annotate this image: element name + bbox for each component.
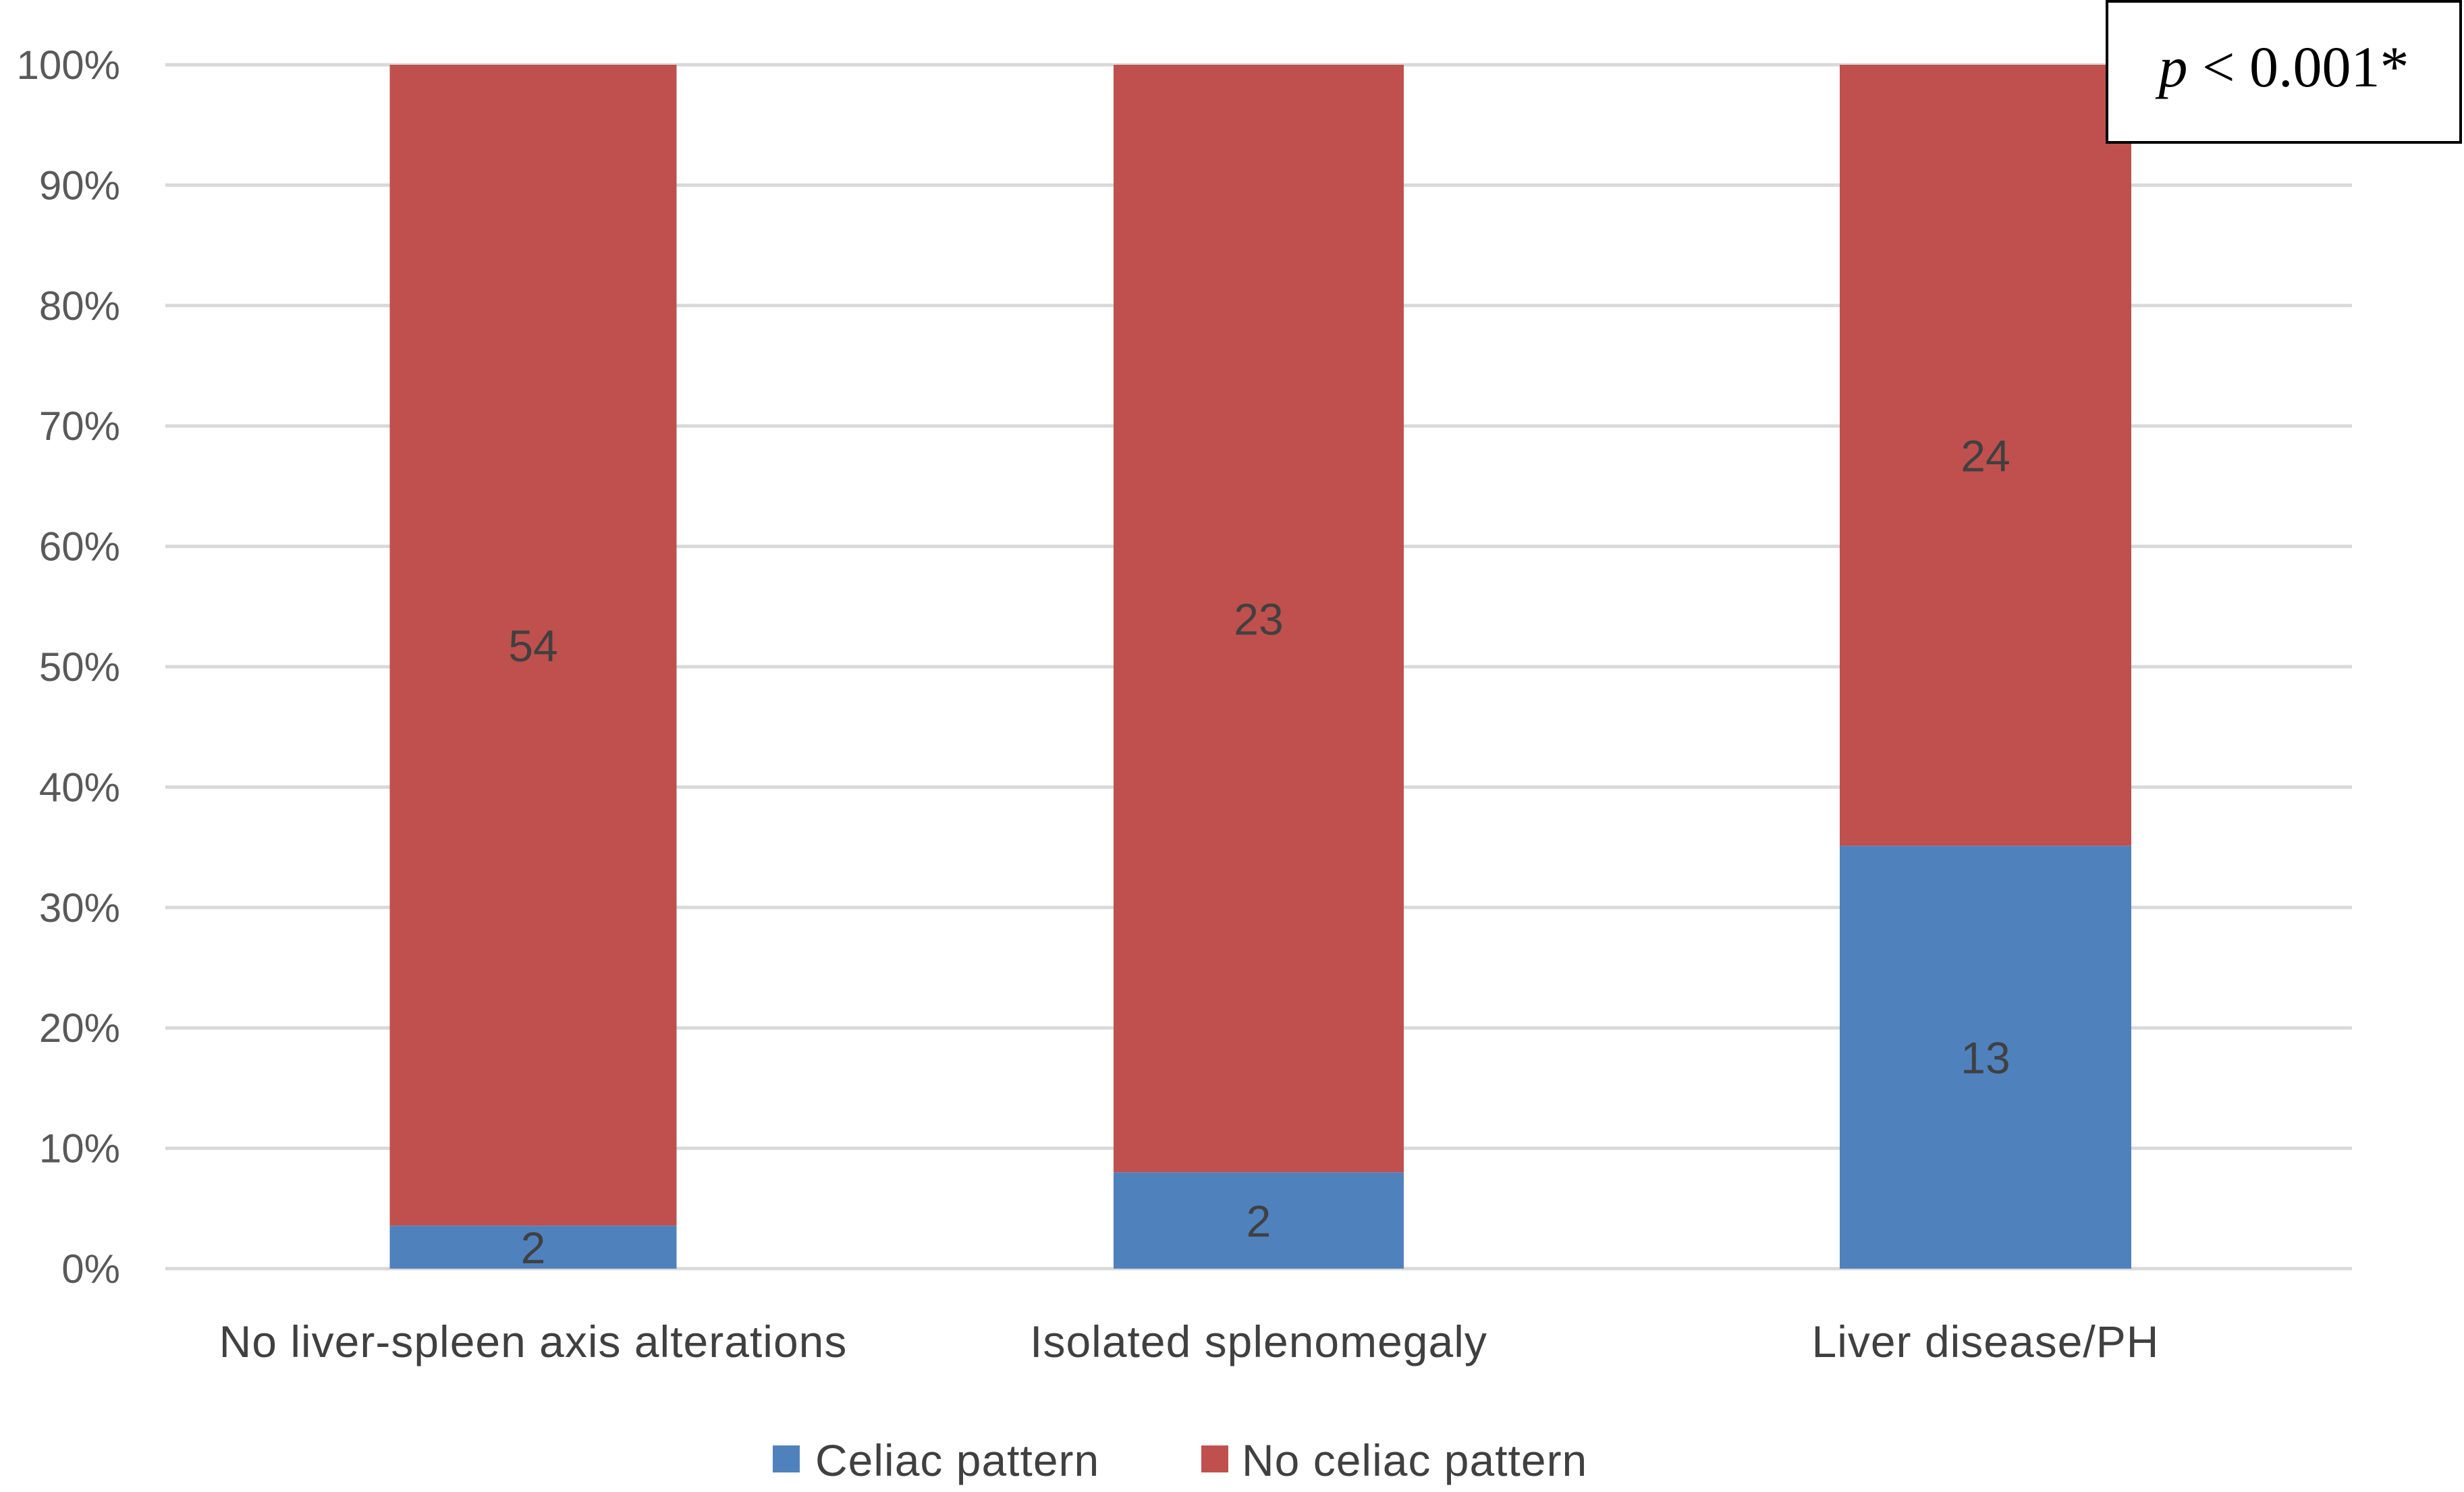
bars: 2 54 2 23 13 24 <box>389 65 2131 1273</box>
y-tick-label: 0% <box>61 1246 120 1292</box>
legend-swatch-no-celiac <box>1201 1445 1228 1472</box>
x-category-label: Isolated splenomegaly <box>1030 1317 1487 1366</box>
data-label: 13 <box>1961 1033 2010 1083</box>
y-tick-label: 50% <box>39 644 120 690</box>
y-axis-tick-labels: 0% 10% 20% 30% 40% 50% 60% 70% 80% 90% 100% <box>17 43 120 1292</box>
p-value-text: p < 0.001* <box>2154 34 2409 99</box>
y-tick-label: 100% <box>17 43 120 88</box>
bar-segment-celiac <box>1114 1172 1404 1269</box>
y-tick-label: 30% <box>39 885 120 931</box>
x-category-label: Liver disease/PH <box>1812 1317 2160 1366</box>
legend-label-no-celiac: No celiac pattern <box>1242 1435 1587 1485</box>
bar-segment-no-celiac <box>1114 65 1404 1173</box>
legend-swatch-celiac <box>773 1445 800 1472</box>
p-value-rest: < 0.001* <box>2187 34 2409 99</box>
bar-segment-celiac <box>389 1225 677 1269</box>
data-label: 23 <box>1234 595 1283 644</box>
data-label: 2 <box>521 1223 546 1273</box>
legend: Celiac pattern No celiac pattern <box>773 1435 1587 1485</box>
p-value-italic: p <box>2154 34 2187 99</box>
x-category-label: No liver-spleen axis alterations <box>219 1317 848 1366</box>
y-tick-label: 10% <box>39 1126 120 1171</box>
data-label: 2 <box>1247 1196 1271 1246</box>
bar-segment-no-celiac <box>1840 65 2131 846</box>
legend-label-celiac: Celiac pattern <box>815 1435 1099 1485</box>
data-label: 24 <box>1961 431 2010 481</box>
y-tick-label: 70% <box>39 404 120 449</box>
bar-segment-celiac <box>1840 846 2131 1269</box>
x-axis-category-labels: No liver-spleen axis alterations Isolated… <box>219 1317 2160 1366</box>
data-label: 54 <box>508 621 557 671</box>
y-tick-label: 80% <box>39 283 120 329</box>
y-tick-label: 20% <box>39 1005 120 1051</box>
y-tick-label: 60% <box>39 524 120 570</box>
p-value-box <box>2106 0 2462 144</box>
y-tick-label: 40% <box>39 765 120 810</box>
p-value-annotation: p < 0.001* <box>2106 0 2462 144</box>
bar-segment-no-celiac <box>389 65 677 1226</box>
y-tick-label: 90% <box>39 163 120 208</box>
